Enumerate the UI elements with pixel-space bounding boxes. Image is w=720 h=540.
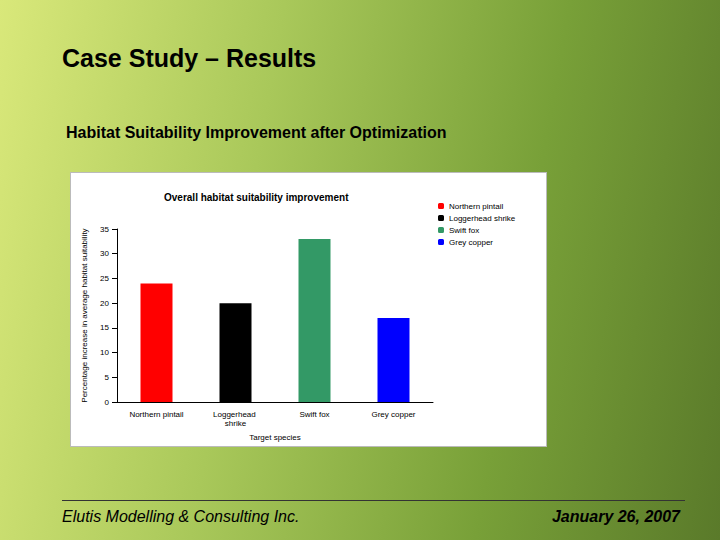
html-text:Case Study – Results: Case Study – Results [62, 44, 317, 72]
svg-text:Grey copper: Grey copper [371, 410, 415, 419]
svg-text:Swift fox: Swift fox [299, 410, 329, 419]
svg-text:25: 25 [100, 274, 109, 283]
html-text:January 26, 2007: January 26, 2007 [551, 508, 680, 525]
svg-text:Overall habitat suitability im: Overall habitat suitability improvement [164, 192, 349, 203]
svg-text:Loggerhead: Loggerhead [213, 410, 258, 419]
html-text:Elutis Modelling & Consulting: Elutis Modelling & Consulting Inc. [62, 508, 300, 525]
svg-text:Northern pintail: Northern pintail [129, 410, 183, 419]
svg-text:Swift fox: Swift fox [449, 226, 479, 235]
html-text:Habitat Suitability Improvemen: Habitat Suitability Improvement after Op… [66, 124, 447, 141]
svg-text:Target species: Target species [249, 433, 301, 442]
svg-text:30: 30 [100, 249, 109, 258]
svg-text:Northern pintail: Northern pintail [449, 202, 503, 211]
svg-text:5: 5 [105, 373, 110, 382]
svg-text:Loggerhead shrike: Loggerhead shrike [449, 214, 516, 223]
svg-text:0: 0 [105, 398, 110, 407]
svg-text:15: 15 [100, 323, 109, 332]
svg-text:Percentage increase in average: Percentage increase in average habitat s… [80, 228, 89, 402]
svg-text:Grey copper: Grey copper [449, 238, 493, 247]
svg-text:10: 10 [100, 348, 109, 357]
svg-text:20: 20 [100, 299, 109, 308]
svg-text:shrike: shrike [225, 419, 247, 428]
svg-text:35: 35 [100, 225, 109, 234]
